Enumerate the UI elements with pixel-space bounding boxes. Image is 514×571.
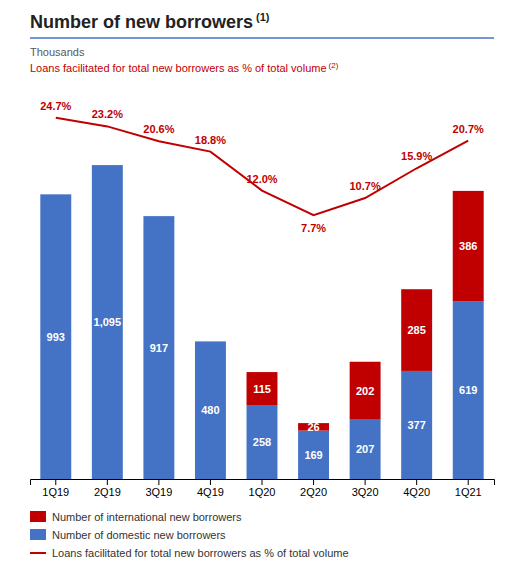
x-axis-line [31, 480, 495, 486]
bar-label: 993 [47, 331, 65, 343]
line-label: 20.7% [453, 123, 484, 135]
title-superscript: (1) [256, 11, 270, 23]
x-tick-mark [210, 479, 211, 485]
x-tick-label: 1Q21 [455, 486, 482, 498]
x-tick-label: 1Q19 [42, 486, 69, 498]
x-tick-mark [416, 479, 417, 485]
x-tick-label: 4Q19 [197, 486, 224, 498]
bar-label: 386 [459, 240, 477, 252]
x-tick-mark [107, 479, 108, 485]
line [56, 118, 468, 215]
y2-label: Loans facilitated for total new borrower… [30, 61, 339, 74]
x-tick-label: 3Q20 [352, 486, 379, 498]
bar [195, 341, 226, 342]
bar [92, 165, 123, 166]
y2-label-text: Loans facilitated for total new borrower… [30, 62, 327, 74]
bar-label: 1,095 [94, 316, 122, 328]
legend-swatch [30, 552, 46, 554]
legend: Number of international new borrowers Num… [30, 511, 349, 559]
x-tick: 4Q19 [197, 479, 224, 498]
bar-label: 258 [253, 436, 271, 448]
legend-item: Number of international new borrowers [30, 511, 242, 523]
x-tick: 1Q19 [42, 479, 69, 498]
bar [453, 191, 484, 302]
legend-swatch [30, 529, 46, 540]
y2-label-superscript: (2) [329, 61, 339, 70]
line-label: 24.7% [40, 100, 71, 112]
legend-label: Number of international new borrowers [52, 511, 242, 523]
x-tick: 2Q20 [300, 479, 327, 498]
plot: 993 1,095 917 480 258 169 207 377 619 115 26 202 285… [31, 100, 495, 498]
line-label: 23.2% [92, 108, 123, 120]
bar-label: 26 [307, 421, 319, 433]
x-tick-label: 1Q20 [249, 486, 276, 498]
bar [453, 302, 484, 479]
bar [401, 371, 432, 479]
x-tick: 1Q21 [455, 479, 482, 498]
x-tick-mark [313, 479, 314, 485]
bar [92, 165, 123, 479]
bar [247, 405, 278, 479]
bar [143, 216, 174, 479]
bar-label: 377 [407, 419, 425, 431]
legend-label: Loans facilitated for total new borrower… [52, 547, 349, 559]
x-tick-mark [365, 479, 366, 485]
bar-label: 917 [150, 342, 168, 354]
line-label: 18.8% [195, 134, 226, 146]
bar-label: 115 [253, 383, 271, 395]
x-tick: 3Q19 [145, 479, 172, 498]
chart: Number of new borrowers(1) Thousands Loans… [0, 0, 514, 571]
title: Number of new borrowers(1) [30, 11, 270, 32]
line-label: 15.9% [401, 150, 432, 162]
x-tick-mark [468, 479, 469, 485]
bar [350, 362, 381, 420]
bar-label: 480 [201, 404, 219, 416]
line-label: 7.7% [301, 222, 326, 234]
bar [40, 194, 71, 195]
line-label: 12.0% [246, 173, 277, 185]
title-text: Number of new borrowers [30, 12, 253, 32]
line-label: 20.6% [143, 123, 174, 135]
x-tick-label: 2Q20 [300, 486, 327, 498]
x-tick: 1Q20 [249, 479, 276, 498]
bar [40, 194, 71, 479]
bar [401, 289, 432, 371]
bar [143, 216, 174, 217]
bar-label: 202 [356, 385, 374, 397]
bar-label: 619 [459, 384, 477, 396]
x-tick-label: 3Q19 [145, 486, 172, 498]
bar [247, 372, 278, 405]
bar-label: 207 [356, 443, 374, 455]
x-tick-label: 2Q19 [94, 486, 121, 498]
x-tick-mark [158, 479, 159, 485]
bar-label: 169 [304, 449, 322, 461]
x-tick-mark [262, 479, 263, 485]
legend-item: Loans facilitated for total new borrower… [30, 547, 349, 559]
x-tick: 4Q20 [403, 479, 430, 498]
marks [40, 118, 483, 479]
x-tick: 2Q19 [94, 479, 121, 498]
legend-item: Number of domestic new borrowers [30, 529, 226, 541]
data-labels: 993 1,095 917 480 258 169 207 377 619 115 26 202 285… [40, 100, 484, 461]
x-tick-mark [55, 479, 56, 485]
legend-swatch [30, 511, 46, 522]
x-axis: 1Q19 2Q19 3Q19 4Q19 1Q20 2Q20 3Q20 4Q20 1Q21 [31, 479, 495, 498]
x-tick-label: 4Q20 [403, 486, 430, 498]
title-rule [30, 37, 494, 39]
bar [195, 341, 226, 479]
y-label: Thousands [30, 46, 85, 58]
x-tick: 3Q20 [352, 479, 379, 498]
bar-label: 285 [407, 324, 425, 336]
line-label: 10.7% [350, 180, 381, 192]
legend-label: Number of domestic new borrowers [52, 529, 226, 541]
bar [298, 431, 329, 479]
bar [350, 420, 381, 479]
